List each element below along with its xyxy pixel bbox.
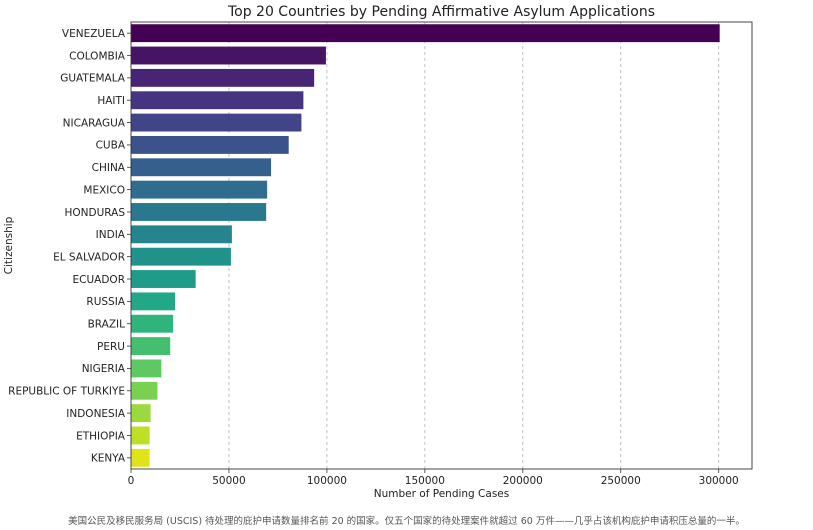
bar-chart: VENEZUELA COLOMBIA GUATEMALA HAITI NICARAGUA… bbox=[3, 4, 753, 500]
bar-16 bbox=[131, 381, 158, 400]
y-tick-label-8: HONDURAS bbox=[64, 207, 125, 219]
x-tick-label-4: 200000 bbox=[503, 475, 543, 487]
bar-1 bbox=[131, 46, 326, 65]
y-tick-label-15: NIGERIA bbox=[82, 363, 126, 375]
y-tick-label-6: CHINA bbox=[92, 162, 126, 174]
y-tick-label-19: KENYA bbox=[91, 453, 126, 465]
y-tick-label-0: VENEZUELA bbox=[62, 28, 126, 40]
y-tick-label-17: INDONESIA bbox=[66, 408, 126, 420]
y-tick-label-16: REPUBLIC OF TURKIYE bbox=[8, 386, 125, 398]
y-tick-label-1: COLOMBIA bbox=[69, 50, 126, 62]
bar-15 bbox=[131, 359, 162, 378]
bar-13 bbox=[131, 314, 174, 333]
y-tick-label-10: EL SALVADOR bbox=[53, 251, 125, 263]
bar-14 bbox=[131, 337, 171, 356]
plot-frame bbox=[130, 21, 753, 470]
bar-17 bbox=[131, 404, 151, 423]
bar-12 bbox=[131, 292, 176, 311]
bar-7 bbox=[131, 180, 268, 199]
bar-2 bbox=[131, 68, 315, 87]
bar-9 bbox=[131, 225, 232, 244]
x-tick-label-6: 300000 bbox=[699, 475, 739, 487]
bar-6 bbox=[131, 158, 272, 177]
y-tick-label-13: BRAZIL bbox=[88, 319, 126, 331]
y-tick-label-12: RUSSIA bbox=[86, 296, 125, 308]
x-tick-label-0: 0 bbox=[128, 475, 135, 487]
y-tick-label-7: MEXICO bbox=[83, 184, 125, 196]
chart-container: VENEZUELA COLOMBIA GUATEMALA HAITI NICARAGUA… bbox=[3, 4, 753, 500]
chart-title: Top 20 Countries by Pending Affirmative … bbox=[227, 4, 655, 20]
bar-0 bbox=[131, 24, 720, 43]
x-axis-label: Number of Pending Cases bbox=[374, 488, 509, 500]
x-tick-label-1: 50000 bbox=[212, 475, 245, 487]
y-tick-label-14: PERU bbox=[97, 341, 125, 353]
bar-8 bbox=[131, 203, 267, 221]
y-axis-label: Citizenship bbox=[3, 216, 15, 274]
y-tick-label-5: CUBA bbox=[96, 140, 126, 152]
bar-3 bbox=[131, 91, 304, 110]
bar-4 bbox=[131, 113, 302, 132]
y-tick-label-18: ETHIOPIA bbox=[76, 430, 126, 442]
y-tick-label-2: GUATEMALA bbox=[60, 73, 126, 85]
bar-19 bbox=[131, 448, 150, 467]
x-tick-label-2: 100000 bbox=[307, 475, 347, 487]
y-tick-label-4: NICARAGUA bbox=[63, 117, 126, 129]
x-tick-label-3: 150000 bbox=[405, 475, 445, 487]
y-tick-label-11: ECUADOR bbox=[73, 274, 125, 286]
bar-18 bbox=[131, 426, 150, 445]
bar-11 bbox=[131, 270, 196, 288]
bar-5 bbox=[131, 135, 289, 154]
x-tick-label-5: 250000 bbox=[601, 475, 641, 487]
y-tick-label-3: HAITI bbox=[97, 95, 125, 107]
y-tick-label-9: INDIA bbox=[96, 229, 126, 241]
bar-10 bbox=[131, 247, 231, 266]
chart-caption: 美国公民及移民服务局 (USCIS) 待处理的庇护申请数量排名前 20 的国家。… bbox=[68, 516, 745, 527]
